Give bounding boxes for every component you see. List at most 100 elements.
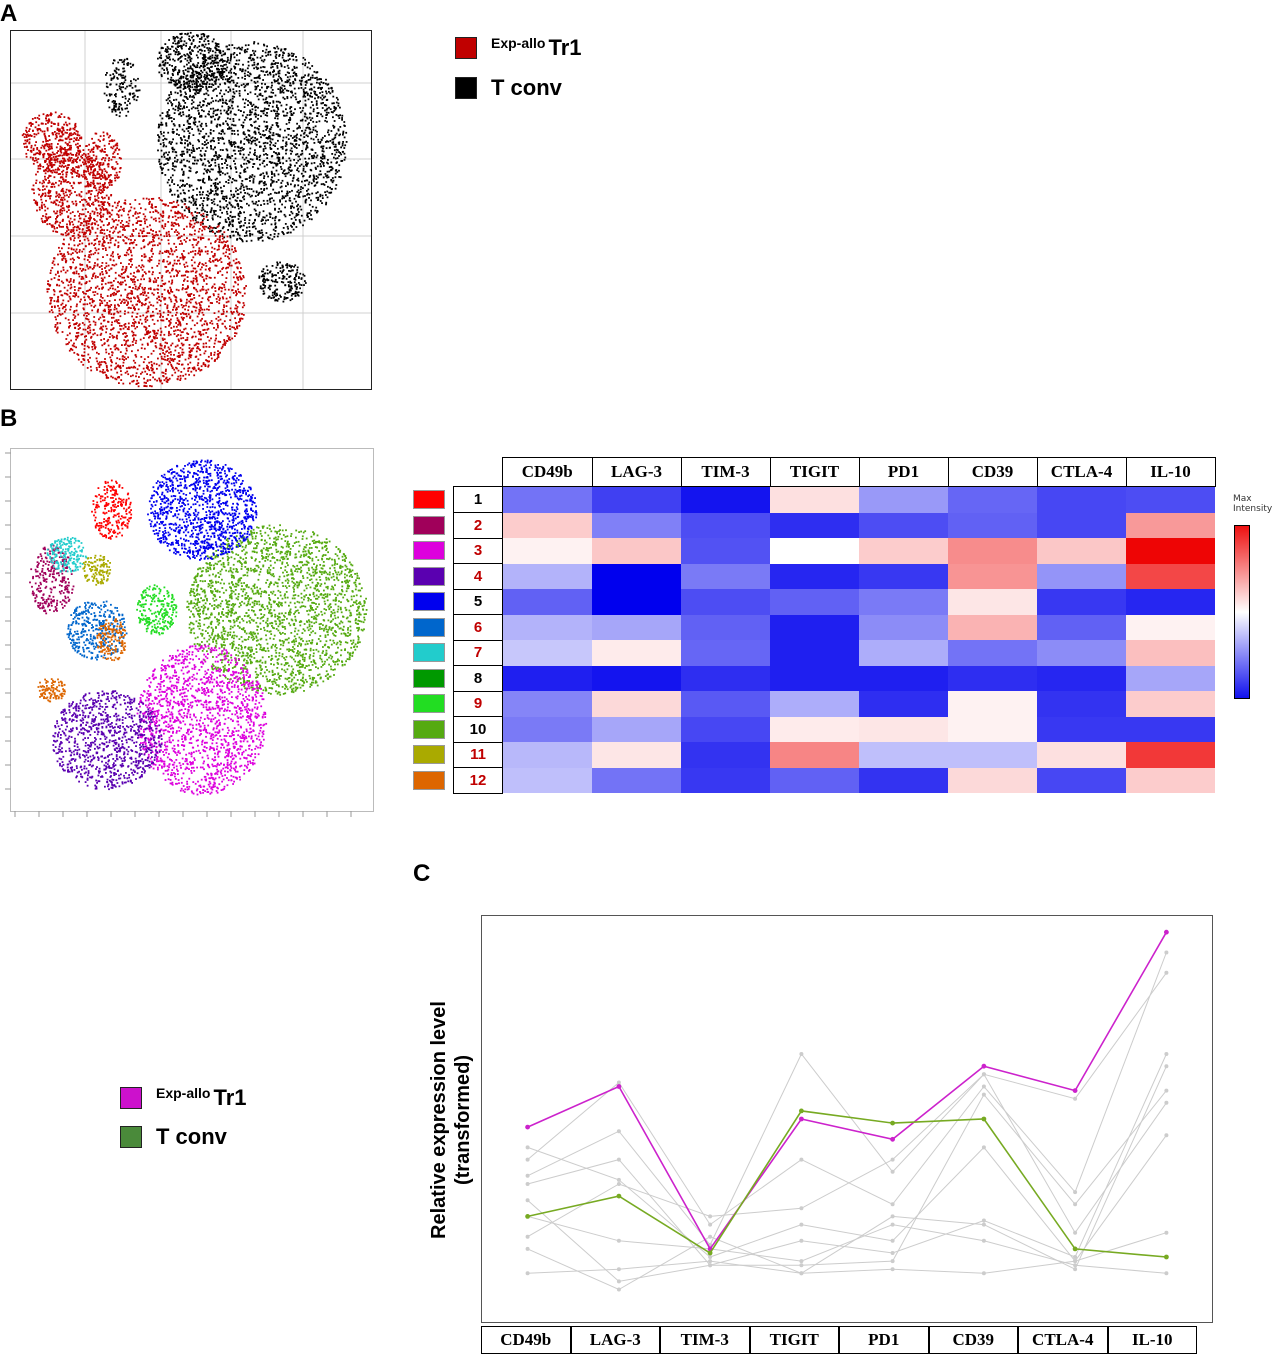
heatmap-cell [592,716,681,742]
heatmap-row: 8 [405,665,1215,692]
data-point [981,1271,986,1276]
x-tick-label: PD1 [839,1326,929,1354]
data-point [1073,1259,1078,1264]
heatmap-cell [1037,767,1126,793]
data-point [981,1116,987,1122]
cluster-swatch-cell [405,666,454,692]
heatmap-cell [592,691,681,717]
data-point [981,1218,986,1223]
heatmap-cell [1126,767,1215,793]
heatmap-cell [502,767,592,793]
heatmap-cell [502,538,592,564]
data-point [981,1222,986,1227]
cluster-color-swatch [413,515,445,535]
heatmap-row: 1 [405,486,1215,513]
heatmap-cell [770,589,859,615]
data-point [799,1206,804,1211]
heatmap-cell [681,614,770,640]
heatmap-cell [681,716,770,742]
data-point [525,1173,530,1178]
heatmap-cell [681,665,770,691]
heatmap-cell [681,742,770,768]
heatmap-cell [948,716,1037,742]
heatmap-cell [502,563,592,589]
heatmap-cell [1037,742,1126,768]
cluster-index: 3 [453,537,503,564]
data-point [708,1255,713,1259]
legend-a-tr1-swatch [455,37,477,59]
data-point [708,1222,713,1227]
tsne-scatter-a [11,31,371,389]
heatmap-cell [948,538,1037,564]
heatmap-cell [681,486,770,513]
heatmap-row: 6 [405,614,1215,641]
heatmap-cell [502,691,592,717]
heatmap-row: 4 [405,563,1215,590]
data-point [799,1238,804,1243]
data-point [799,1108,804,1114]
heatmap-cell [681,767,770,793]
heatmap-cell [1037,563,1126,589]
data-point [890,1238,895,1243]
data-point [616,1182,621,1186]
series-line-cluster [527,1073,1167,1238]
heatmap-cell [1037,665,1126,691]
data-point [1164,1271,1169,1276]
heatmap-col-header: LAG-3 [591,457,682,487]
heatmap-cell [1037,614,1126,640]
heatmap-cell [592,512,681,538]
heatmap-cell [859,614,948,640]
data-point [616,1080,621,1085]
heatmap-cell [859,767,948,793]
heatmap-cell [592,563,681,589]
data-point [1164,1133,1169,1138]
data-point [1073,1202,1078,1207]
heatmap-cell [859,538,948,564]
data-point [1164,1088,1169,1093]
heatmap-cell [1037,691,1126,717]
data-point [1164,1230,1169,1235]
data-point [525,1246,530,1251]
heatmap-col-header: TIM-3 [680,457,771,487]
data-point [1072,1246,1078,1252]
cluster-index: 10 [453,716,503,743]
data-point [616,1279,621,1284]
heatmap-cell [1037,486,1126,513]
data-point [1164,950,1169,955]
heatmap-cell [770,691,859,717]
heatmap-cell [948,512,1037,538]
heatmap-cell [592,640,681,666]
heatmap-cell [502,640,592,666]
heatmap-cell [859,589,948,615]
data-point [890,1267,895,1272]
heatmap-cell [592,665,681,691]
heatmap-row: 11 [405,741,1215,768]
data-point [890,1157,895,1162]
x-tick-label: CD39 [928,1326,1018,1354]
data-point [890,1251,895,1255]
cluster-index: 12 [453,767,503,794]
tsne-plot-b [5,448,374,817]
data-point [981,1092,986,1097]
chart-y-axis-label: Relative expression level (transformed) [427,1001,475,1239]
heatmap-cell [948,563,1037,589]
data-point [525,1198,530,1203]
cluster-color-swatch [413,668,445,688]
heatmap-cell [948,589,1037,615]
color-scale-bar [1234,525,1250,699]
cluster-color-swatch [413,770,445,790]
series-line-cluster [527,1215,1167,1274]
heatmap-cell [770,640,859,666]
heatmap-cell [859,486,948,513]
cluster-color-swatch [413,694,445,714]
cluster-color-swatch [413,617,445,637]
data-point [708,1263,713,1268]
heatmap-cell [1126,716,1215,742]
cluster-swatch-cell [405,538,454,564]
heatmap-row: 7 [405,639,1215,666]
heatmap-cell [770,742,859,768]
data-point [1073,1096,1078,1101]
series-line-cluster [527,972,1167,1246]
cluster-index: 4 [453,563,503,590]
heatmap-cell [502,665,592,691]
